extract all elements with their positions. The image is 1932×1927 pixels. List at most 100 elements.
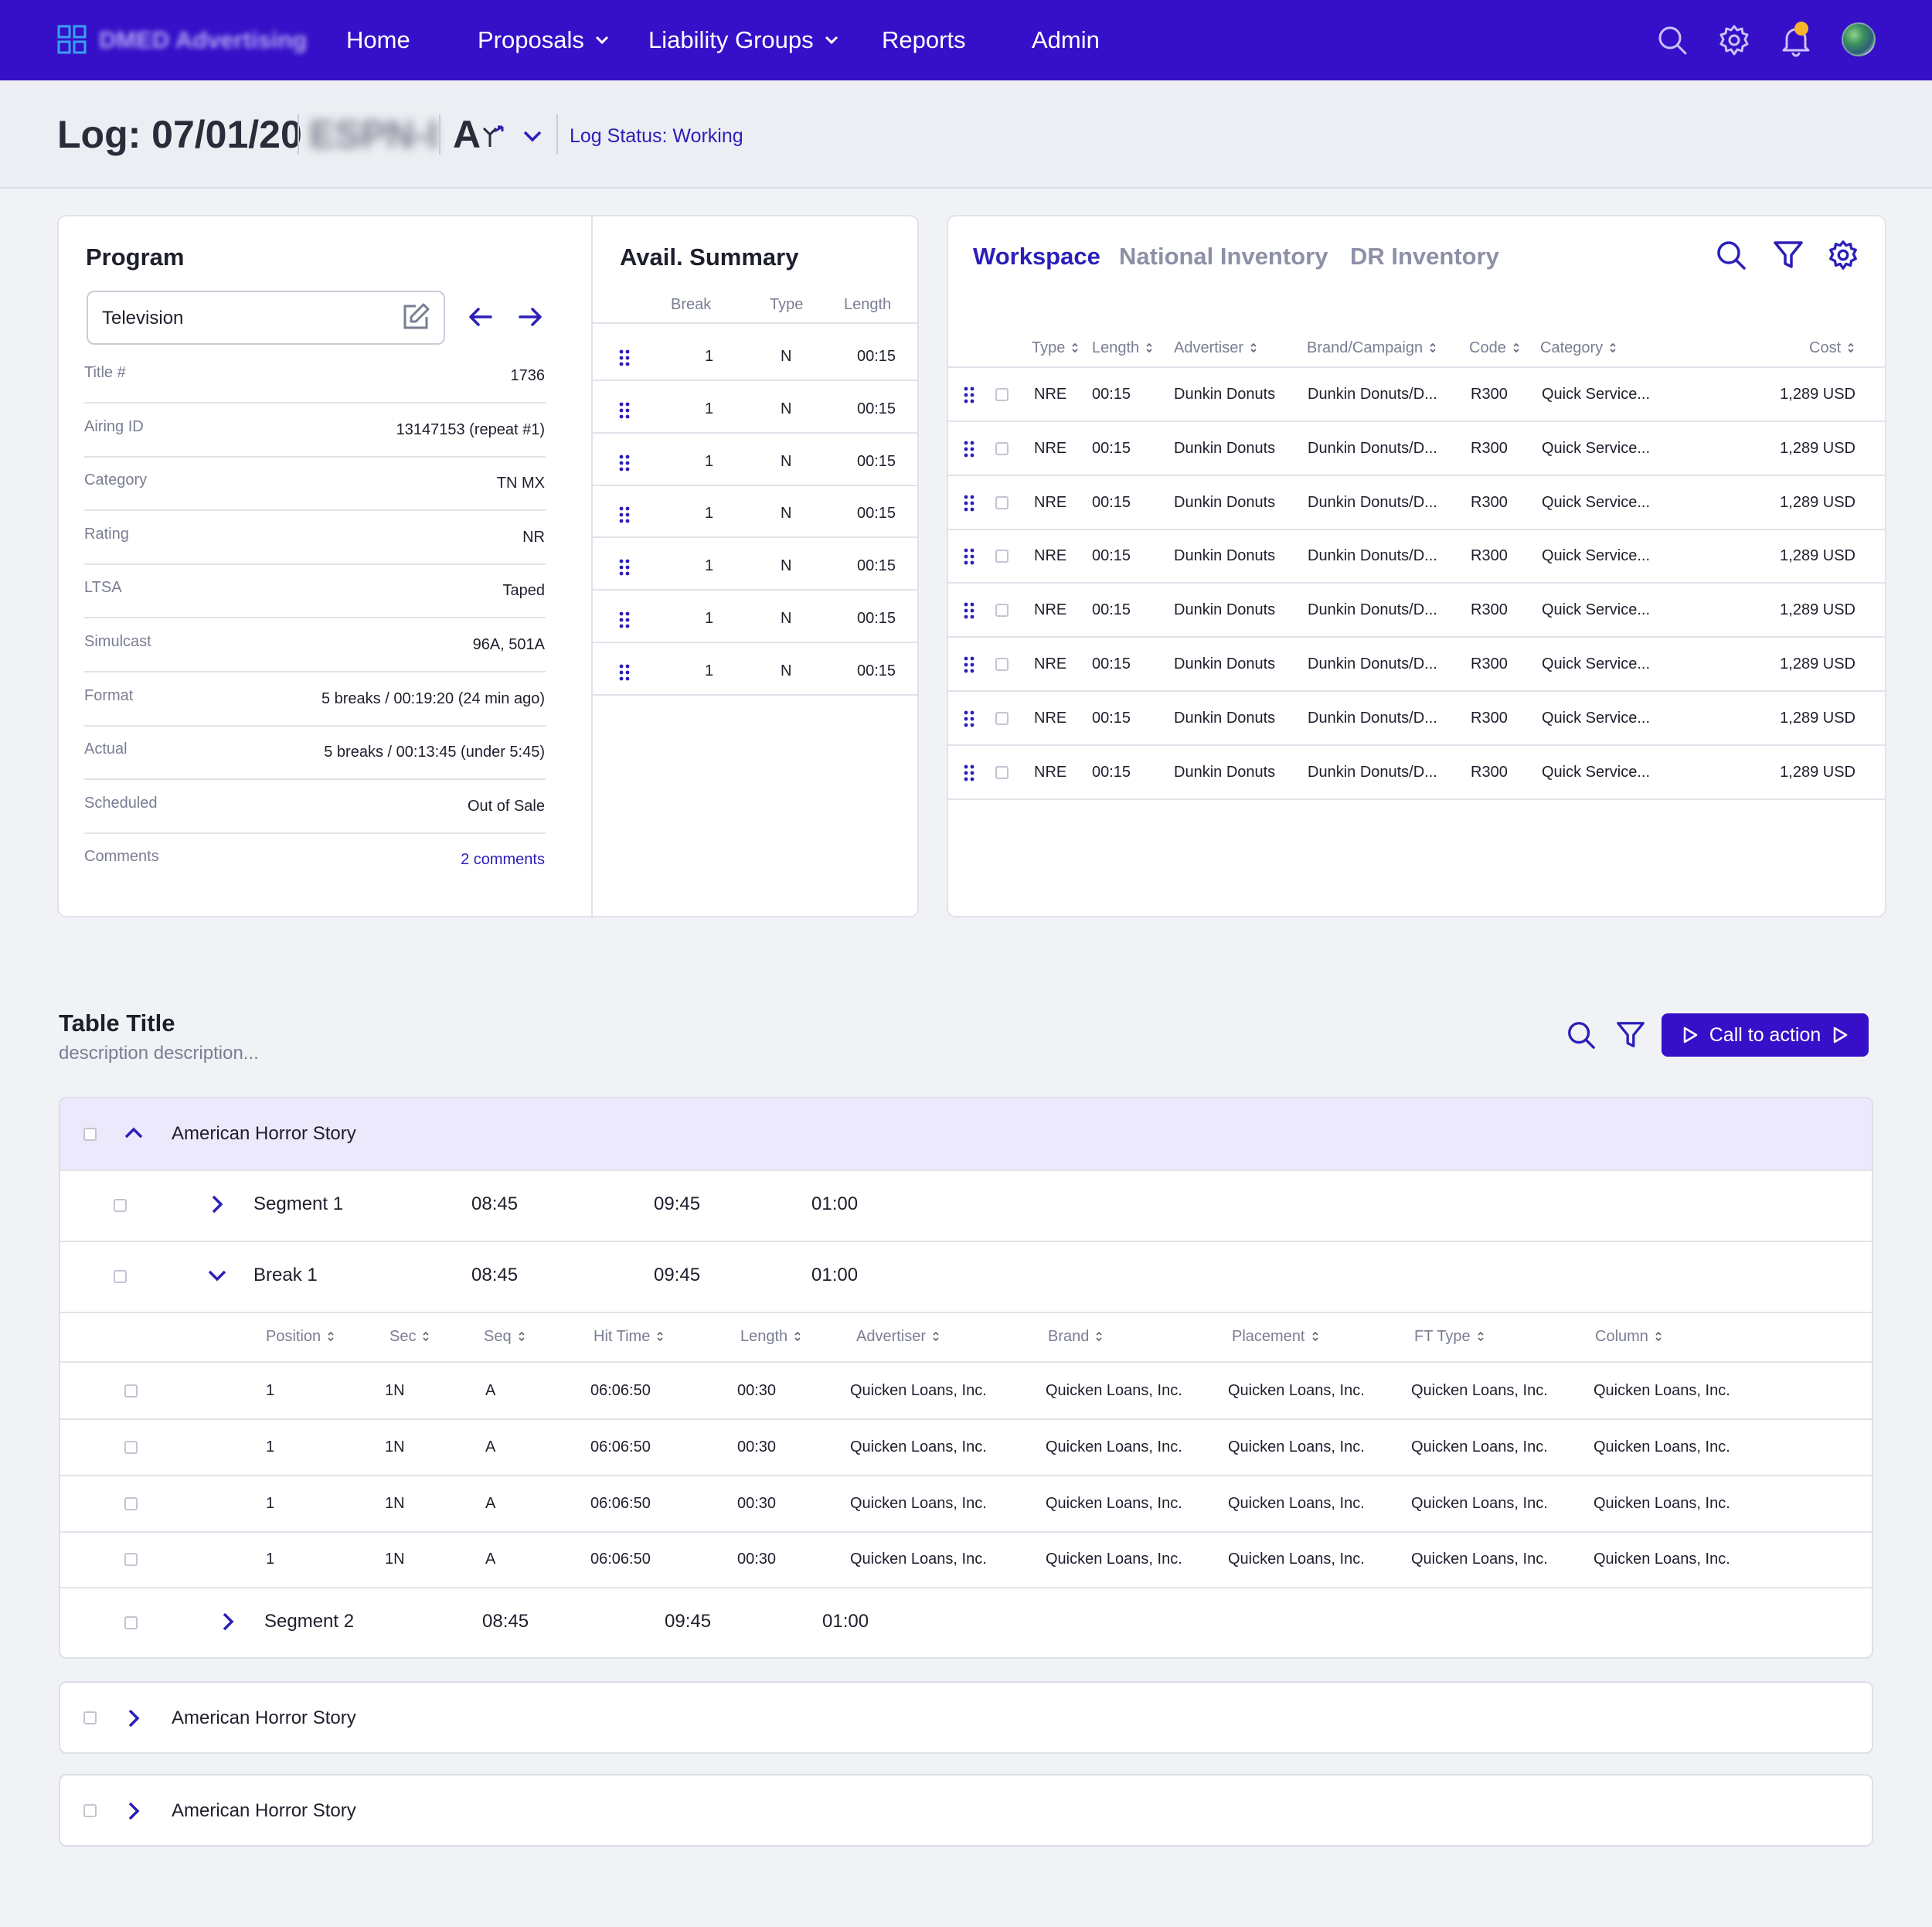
row-checkbox[interactable] — [83, 1128, 97, 1141]
sort-icon[interactable] — [656, 1330, 664, 1343]
chevron-right-icon[interactable] — [124, 1801, 144, 1821]
drag-handle-icon[interactable] — [619, 664, 630, 681]
row-checkbox[interactable] — [124, 1440, 138, 1454]
tab-national-inventory[interactable]: National Inventory — [1119, 243, 1328, 270]
drag-handle-icon[interactable] — [964, 602, 975, 619]
row-checkbox[interactable] — [995, 388, 1009, 401]
search-icon[interactable] — [1655, 23, 1689, 57]
nav-admin[interactable]: Admin — [1032, 25, 1100, 56]
column-header-advertiser[interactable]: Advertiser — [856, 1326, 940, 1347]
column-header-brand[interactable]: Brand/Campaign — [1307, 337, 1437, 359]
chevron-up-icon[interactable] — [124, 1123, 144, 1143]
drag-handle-icon[interactable] — [964, 764, 975, 781]
column-header-type[interactable]: Type — [1032, 337, 1079, 359]
sort-icon[interactable] — [1250, 342, 1257, 354]
sort-icon[interactable] — [1512, 342, 1520, 354]
sort-icon[interactable] — [932, 1330, 940, 1343]
drag-handle-icon[interactable] — [619, 349, 630, 366]
gear-icon[interactable] — [1717, 23, 1751, 57]
column-header-position[interactable]: Position — [266, 1326, 335, 1347]
group-row-collapsed[interactable]: American Horror Story — [59, 1774, 1873, 1847]
language-switch-icon[interactable] — [481, 124, 507, 150]
tab-dr-inventory[interactable]: DR Inventory — [1350, 243, 1499, 270]
drag-handle-icon[interactable] — [964, 495, 975, 512]
grid-icon[interactable] — [57, 25, 87, 54]
arrow-left-icon[interactable] — [468, 305, 494, 329]
nav-proposals[interactable]: Proposals — [478, 25, 609, 56]
sort-icon[interactable] — [327, 1330, 335, 1343]
gear-icon[interactable] — [1827, 239, 1859, 271]
row-checkbox[interactable] — [995, 550, 1009, 563]
sort-icon[interactable] — [1477, 1330, 1485, 1343]
drag-handle-icon[interactable] — [619, 559, 630, 576]
column-header-category[interactable]: Category — [1540, 337, 1617, 359]
row-checkbox[interactable] — [995, 658, 1009, 671]
nav-reports[interactable]: Reports — [882, 25, 966, 56]
row-checkbox[interactable] — [124, 1616, 138, 1629]
row-checkbox[interactable] — [83, 1711, 97, 1724]
row-checkbox[interactable] — [114, 1199, 127, 1212]
avatar[interactable] — [1842, 22, 1876, 56]
column-header-seq[interactable]: Seq — [484, 1326, 526, 1347]
comments-link[interactable]: 2 comments — [461, 851, 545, 869]
chevron-down-icon[interactable] — [522, 130, 543, 144]
drag-handle-icon[interactable] — [964, 656, 975, 673]
column-header-hit-time[interactable]: Hit Time — [594, 1326, 664, 1347]
column-header-sec[interactable]: Sec — [389, 1326, 430, 1347]
filter-icon[interactable] — [1772, 239, 1804, 271]
column-header-advertiser[interactable]: Advertiser — [1174, 337, 1257, 359]
chevron-down-icon[interactable] — [207, 1265, 227, 1285]
drag-handle-icon[interactable] — [964, 386, 975, 403]
program-input[interactable]: Television — [87, 291, 445, 345]
row-checkbox[interactable] — [114, 1270, 127, 1283]
row-checkbox[interactable] — [124, 1384, 138, 1398]
drag-handle-icon[interactable] — [619, 611, 630, 628]
column-header-column[interactable]: Column — [1595, 1326, 1662, 1347]
column-header-brand[interactable]: Brand — [1048, 1326, 1103, 1347]
row-checkbox[interactable] — [83, 1804, 97, 1817]
column-header-length[interactable]: Length — [1092, 337, 1153, 359]
nav-home[interactable]: Home — [346, 25, 410, 56]
row-checkbox[interactable] — [124, 1553, 138, 1567]
nav-liability-groups[interactable]: Liability Groups — [648, 25, 838, 56]
row-checkbox[interactable] — [995, 765, 1009, 779]
column-header-ft-type[interactable]: FT Type — [1414, 1326, 1485, 1347]
sort-icon[interactable] — [794, 1330, 801, 1343]
column-header-cost[interactable]: Cost — [1809, 337, 1855, 359]
sort-icon[interactable] — [1429, 342, 1437, 354]
call-to-action-button[interactable]: Call to action — [1662, 1013, 1869, 1057]
chevron-right-icon[interactable] — [207, 1194, 227, 1214]
search-icon[interactable] — [1715, 239, 1747, 271]
row-checkbox[interactable] — [124, 1496, 138, 1510]
column-header-length[interactable]: Length — [740, 1326, 801, 1347]
sort-icon[interactable] — [422, 1330, 430, 1343]
chevron-right-icon[interactable] — [124, 1708, 144, 1728]
search-icon[interactable] — [1566, 1020, 1597, 1050]
arrow-right-icon[interactable] — [517, 305, 543, 329]
sort-icon[interactable] — [1145, 342, 1153, 354]
sort-icon[interactable] — [518, 1330, 526, 1343]
column-header-code[interactable]: Code — [1469, 337, 1520, 359]
row-checkbox[interactable] — [995, 604, 1009, 618]
row-checkbox[interactable] — [995, 441, 1009, 455]
group-header[interactable] — [60, 1098, 1872, 1169]
drag-handle-icon[interactable] — [619, 402, 630, 419]
column-header-placement[interactable]: Placement — [1232, 1326, 1319, 1347]
drag-handle-icon[interactable] — [964, 441, 975, 458]
sort-icon[interactable] — [1095, 1330, 1103, 1343]
edit-icon[interactable] — [400, 301, 431, 332]
drag-handle-icon[interactable] — [619, 506, 630, 523]
row-checkbox[interactable] — [995, 711, 1009, 725]
group-row-collapsed[interactable]: American Horror Story — [59, 1681, 1873, 1754]
filter-icon[interactable] — [1615, 1020, 1646, 1050]
drag-handle-icon[interactable] — [619, 455, 630, 472]
sort-icon[interactable] — [1655, 1330, 1662, 1343]
language-selector-label[interactable]: A — [453, 113, 481, 156]
sort-icon[interactable] — [1071, 342, 1079, 354]
row-checkbox[interactable] — [995, 495, 1009, 509]
drag-handle-icon[interactable] — [964, 548, 975, 565]
chevron-right-icon[interactable] — [218, 1612, 238, 1632]
tab-workspace[interactable]: Workspace — [973, 243, 1100, 270]
drag-handle-icon[interactable] — [964, 710, 975, 727]
sort-icon[interactable] — [1609, 342, 1617, 354]
